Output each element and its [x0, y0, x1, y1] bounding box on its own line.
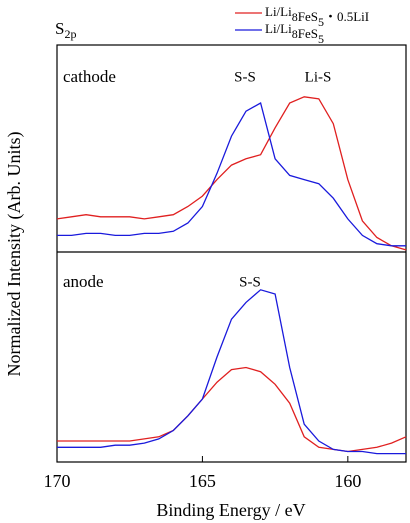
plot-frame — [56, 44, 407, 463]
panel-label: anode — [63, 272, 104, 291]
peak-annotation: S-S — [234, 69, 256, 85]
spectrum-line — [56, 96, 407, 251]
x-tick-label: 165 — [189, 471, 216, 491]
peak-annotation: S-S — [239, 274, 261, 290]
legend-label: Li/Li8FeS5 — [265, 21, 324, 46]
x-tick-label: 160 — [334, 471, 361, 491]
spectrum-line — [57, 102, 406, 247]
x-tick-label: 170 — [44, 471, 71, 491]
legend-label: Li/Li8FeS5・0.5LiI — [265, 4, 369, 29]
panel-label: cathode — [63, 67, 116, 86]
spectrum-line — [57, 366, 407, 453]
chart-title: S2p — [55, 19, 76, 41]
spectrum-line — [57, 289, 406, 455]
x-axis-label: Binding Energy / eV — [156, 500, 305, 520]
peak-annotation: Li-S — [305, 69, 332, 85]
y-axis-label: Normalized Intensity (Arb. Units) — [4, 132, 25, 377]
